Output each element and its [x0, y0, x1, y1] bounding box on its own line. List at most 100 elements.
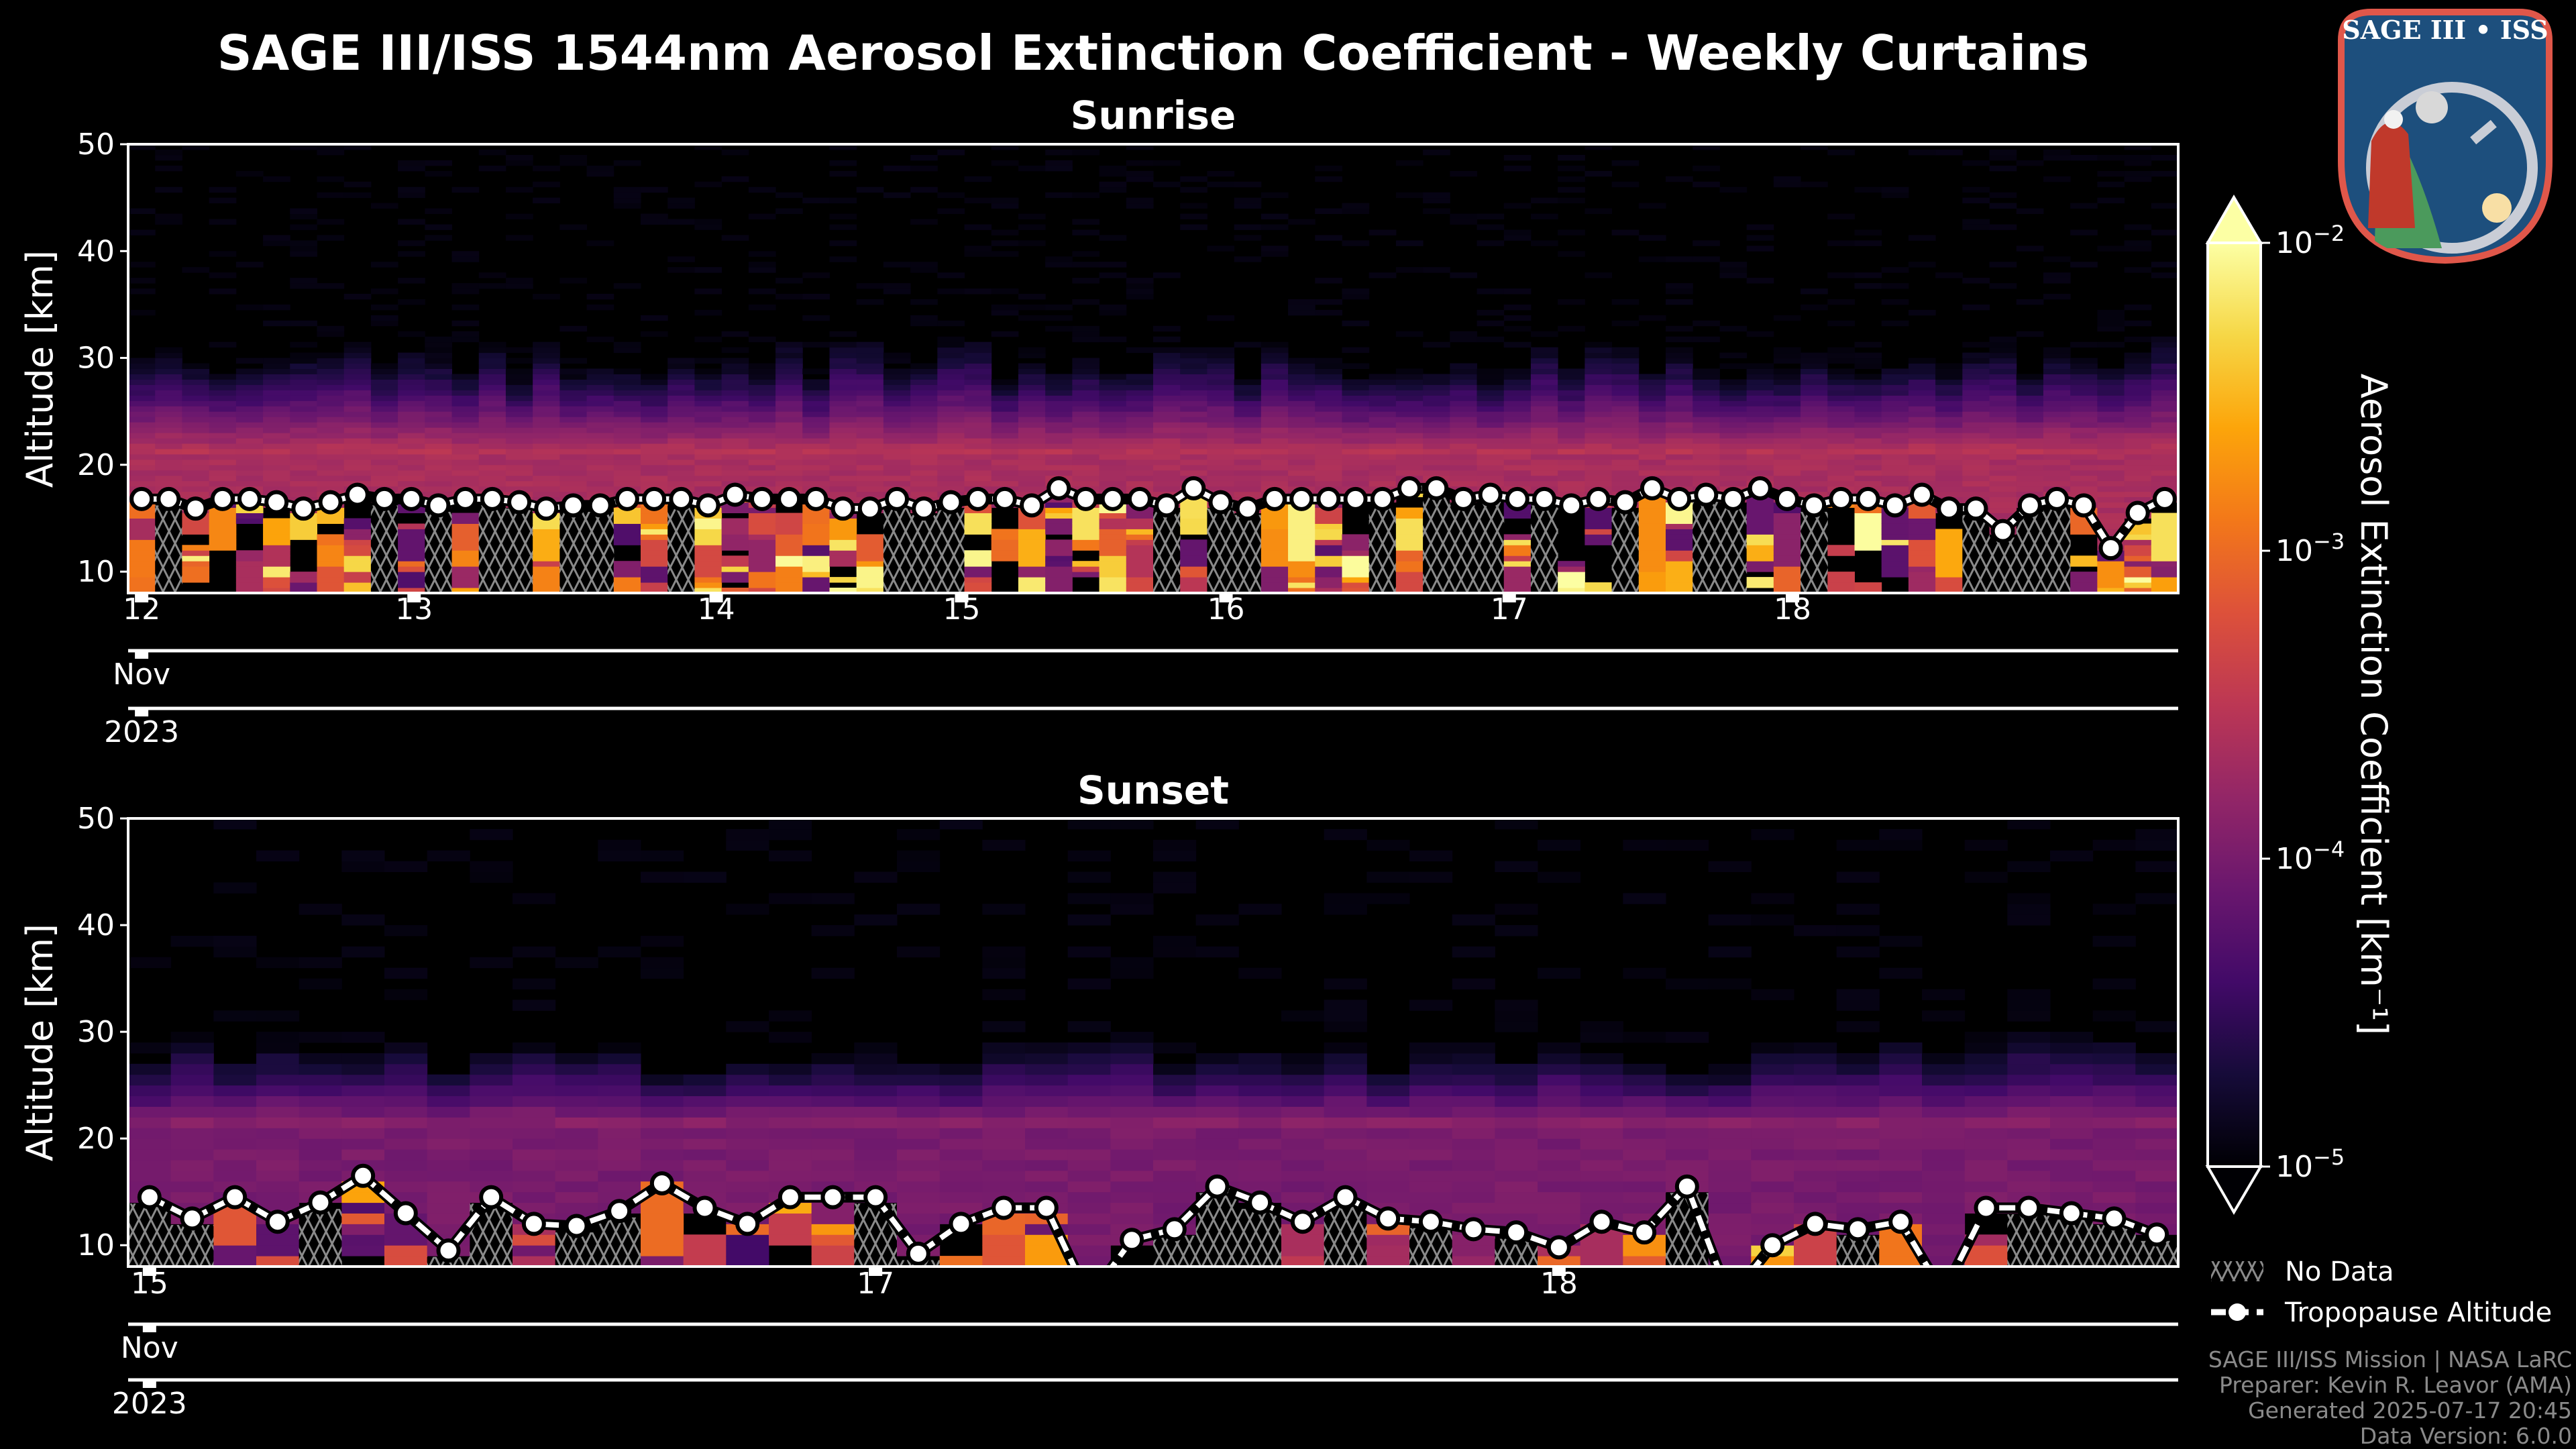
heatmap-cell	[2124, 534, 2152, 540]
heatmap-cell	[533, 534, 560, 540]
heatmap-cell	[1989, 165, 2017, 172]
heatmap-cell	[1879, 1256, 1923, 1267]
heatmap-cell	[1099, 577, 1127, 583]
heatmap-cell	[641, 406, 668, 412]
heatmap-cell	[1989, 368, 2017, 374]
heatmap-cell	[2007, 904, 2051, 915]
heatmap-cell	[213, 1224, 257, 1235]
heatmap-cell	[1234, 181, 1262, 188]
heatmap-cell	[683, 1181, 727, 1193]
heatmap-cell	[1693, 411, 1720, 417]
heatmap-cell	[235, 379, 264, 385]
heatmap-cell	[1708, 1213, 1752, 1224]
heatmap-cell	[1450, 406, 1478, 412]
heatmap-cell	[856, 572, 884, 578]
heatmap-cell	[1045, 417, 1073, 423]
heatmap-cell	[991, 288, 1019, 294]
tropopause-marker	[1937, 496, 1962, 521]
heatmap-cell	[128, 572, 156, 578]
heatmap-cell	[505, 186, 533, 193]
heatmap-cell	[1126, 288, 1154, 294]
heatmap-cell	[991, 144, 1019, 150]
heatmap-cell	[694, 309, 722, 316]
heatmap-cell	[1989, 438, 2017, 444]
heatmap-cell	[263, 433, 290, 439]
heatmap-cell	[910, 464, 938, 471]
heatmap-cell	[2124, 459, 2152, 466]
heatmap-cell	[991, 539, 1019, 545]
heatmap-cell	[1746, 438, 1774, 444]
heatmap-cell	[683, 1234, 727, 1246]
heatmap-cell	[533, 358, 560, 364]
heatmap-cell	[613, 374, 641, 380]
heatmap-cell	[1110, 1170, 1154, 1182]
heatmap-cell	[883, 390, 911, 396]
heatmap-cell	[398, 438, 425, 444]
heatmap-cell	[897, 861, 941, 873]
heatmap-cell	[641, 545, 668, 551]
heatmap-cell	[1503, 534, 1532, 540]
heatmap-cell	[1530, 464, 1558, 471]
logo-moon-icon	[2416, 91, 2448, 123]
heatmap-cell	[1495, 1149, 1538, 1161]
heatmap-cell	[667, 464, 695, 471]
heatmap-cell	[182, 374, 210, 380]
tropopause-marker	[1803, 1212, 1827, 1236]
heatmap-cell	[1180, 470, 1208, 476]
heatmap-cell	[1801, 459, 1828, 466]
heatmap-cell	[425, 470, 453, 476]
heatmap-cell	[2124, 144, 2152, 150]
heatmap-cell	[829, 475, 857, 482]
heatmap-cell	[555, 1063, 598, 1075]
heatmap-cell	[1935, 539, 1963, 545]
heatmap-cell	[1018, 582, 1046, 588]
heatmap-cell	[235, 170, 264, 177]
heatmap-cell	[1962, 197, 1990, 204]
heatmap-cell	[1908, 518, 1936, 524]
heatmap-cell	[1558, 165, 1585, 172]
heatmap-cell	[1773, 395, 1801, 401]
heatmap-cell	[1153, 406, 1181, 412]
heatmap-cell	[290, 433, 317, 439]
sunset-heatmap	[128, 818, 2178, 1267]
heatmap-cell	[1477, 453, 1505, 460]
footer-data-version: Data Version: 6.0.0	[2360, 1423, 2572, 1449]
heatmap-cell	[182, 395, 210, 401]
heatmap-cell	[2151, 459, 2178, 466]
heatmap-cell	[1666, 978, 1709, 989]
heatmap-cell	[1666, 582, 1693, 588]
heatmap-cell	[802, 341, 830, 348]
heatmap-cell	[290, 443, 317, 449]
heatmap-cell	[1908, 545, 1936, 551]
heatmap-cell	[384, 1256, 428, 1267]
heatmap-cell	[2124, 224, 2152, 230]
heatmap-cell	[829, 561, 857, 567]
heatmap-cell	[1908, 379, 1936, 385]
heatmap-cell	[667, 443, 695, 449]
heatmap-cell	[478, 411, 506, 417]
heatmap-cell	[451, 427, 480, 433]
heatmap-cell	[811, 1256, 855, 1267]
heatmap-cell	[802, 272, 830, 278]
heatmap-cell	[1989, 374, 2017, 380]
heatmap-cell	[2070, 470, 2098, 476]
heatmap-cell	[1368, 379, 1397, 385]
heatmap-cell	[829, 395, 857, 401]
heatmap-cell	[598, 1170, 641, 1182]
heatmap-cell	[1342, 363, 1370, 369]
heatmap-cell	[694, 267, 722, 273]
heatmap-cell	[1153, 272, 1181, 278]
heatmap-cell	[2007, 1117, 2051, 1128]
heatmap-cell	[964, 422, 992, 428]
heatmap-cell	[721, 534, 749, 540]
heatmap-cell	[1908, 443, 1936, 449]
heatmap-cell	[533, 374, 560, 380]
heatmap-cell	[1881, 267, 1909, 273]
heatmap-cell	[1638, 566, 1666, 572]
heatmap-cell	[128, 529, 156, 535]
heatmap-cell	[1315, 390, 1342, 396]
heatmap-cell	[694, 368, 722, 374]
heatmap-cell	[641, 572, 668, 578]
heatmap-cell	[2007, 1159, 2051, 1171]
heatmap-cell	[299, 1128, 342, 1139]
